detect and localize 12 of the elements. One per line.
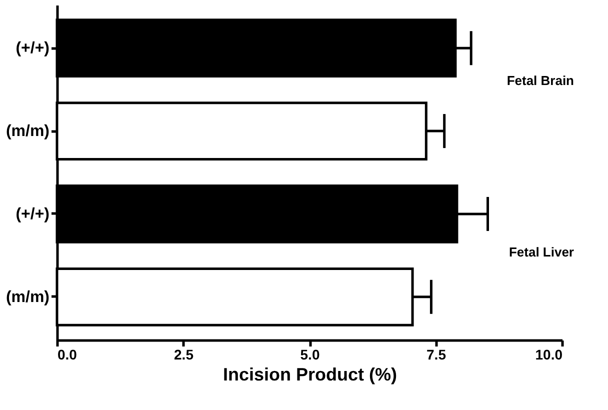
y-tick-label: (m/m) (6, 288, 50, 306)
annotation: Fetal Liver (508, 244, 574, 260)
annotation: Fetal Brain (506, 72, 574, 88)
y-tick-label: (+/+) (16, 206, 50, 223)
x-tick-label: 2.5 (174, 346, 194, 362)
y-tick-label: (+/+) (16, 40, 50, 58)
x-tick-label: 5.0 (300, 346, 320, 362)
y-tick-label: (m/m) (6, 123, 50, 140)
x-tick-label: 0.0 (58, 346, 78, 362)
x-axis-title: Incision Product (%) (222, 364, 398, 384)
x-tick-label: 10.0 (535, 346, 563, 362)
x-tick-label: 7.5 (426, 346, 446, 362)
